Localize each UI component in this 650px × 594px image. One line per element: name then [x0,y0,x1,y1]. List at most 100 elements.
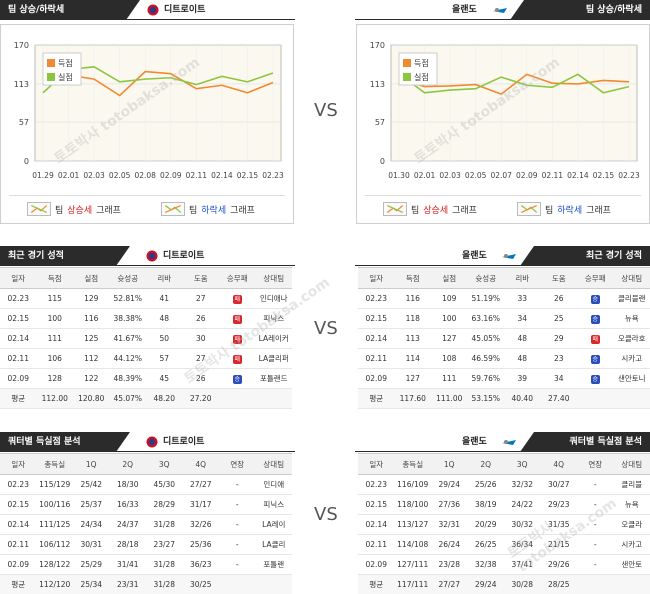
recent-title-left: 최근 경기 성적 [0,246,130,266]
orlando-logo-icon [502,440,516,445]
column-header: 일자 [358,453,395,475]
y-tick-label: 113 [370,80,385,89]
down-trend-legend[interactable]: 팀 하락세 그래프 [517,202,611,216]
table-row[interactable]: 02.14 111 125 41.67% 50 30 패 LA레이커 [0,328,292,349]
table-row[interactable]: 02.09 128 122 48.39% 45 26 승 포틀랜드 [0,368,292,389]
table-cell: 02.09 [0,554,37,575]
table-row[interactable]: 02.23 116/109 29/24 25/26 32/32 30/27- 클리블 [358,474,650,495]
down-legend-prefix: 팀 [189,205,198,216]
table-cell: 26 [182,308,219,329]
up-trend-legend[interactable]: 팀 상승세 그래프 [383,202,477,216]
table-row[interactable]: 02.15 100 116 38.38% 48 26 패 피닉스 [0,308,292,329]
table-cell: 02.15 [358,494,395,515]
average-cell: 평균 [358,574,395,594]
result-badge-cell: 패 [219,328,256,349]
table-cell: 113/127 [394,514,431,535]
table-cell: - [577,534,614,555]
table-row[interactable]: 02.14 113 127 45.05% 48 29 패 오클라호 [358,328,650,349]
table-cell: 02.11 [358,348,395,369]
table-cell: 02.15 [358,308,395,329]
down-trend-legend[interactable]: 팀 하락세 그래프 [161,202,255,216]
orlando-logo-icon [502,254,516,259]
table-cell: 127/111 [394,554,431,575]
table-cell: 106 [36,348,73,369]
table-row[interactable]: 02.11 106/112 30/31 28/18 23/27 25/36- LA클리 [0,534,292,555]
x-tick-label: 02.09 [516,171,538,180]
recent-header-left: 최근 경기 성적 디트로이트 [0,246,295,266]
table-row[interactable]: 02.11 106 112 44.12% 57 27 패 LA클리퍼 [0,348,292,369]
table-cell: 25/42 [73,474,110,495]
table-row[interactable]: 02.15 118/100 27/36 38/19 24/22 29/23- 뉴욕 [358,494,650,515]
table-row[interactable]: 02.15 100/116 25/37 16/33 28/29 31/17- 피닉스 [0,494,292,515]
x-tick-label: 02.01 [58,171,80,180]
average-cell [577,388,614,409]
table-row[interactable]: 02.14 111/125 24/34 24/37 31/28 32/26- LA레이 [0,514,292,535]
x-tick-label: 02.09 [160,171,182,180]
x-tick-label: 02.14 [211,171,233,180]
table-row[interactable]: 02.09 127/111 23/28 32/38 37/41 29/26- 샌안토 [358,554,650,575]
away-trend-chart: 170 113 57 0 01.30 02.01 02.03 02.05 02.07 02.09 0… [356,24,650,224]
table-cell: 44.12% [109,348,146,369]
win-icon: 승 [590,374,600,384]
column-header: 총득실 [394,453,431,475]
table-cell: 23 [540,348,577,369]
x-tick-label: 02.11 [186,171,208,180]
table-row[interactable]: 02.11 114/108 26/24 26/25 36/34 21/15- 시카고 [358,534,650,555]
y-tick-label: 57 [19,118,29,127]
column-header: 득점 [394,267,431,289]
table-cell: 인디애 [255,474,292,495]
average-cell [255,574,292,594]
table-row[interactable]: 02.15 118 100 63.16% 34 25 승 뉴욕 [358,308,650,329]
column-header: 상대팀 [613,453,650,475]
y-tick-label: 170 [14,41,29,50]
down-trend-icon [517,202,541,216]
column-header: 연장 [219,453,256,475]
table-cell: LA클리퍼 [255,348,292,369]
table-row[interactable]: 02.14 113/127 32/31 20/29 30/32 31/35- 오클라 [358,514,650,535]
x-tick-label: 02.03 [439,171,461,180]
table-cell: 128/122 [36,554,73,575]
y-tick-label: 113 [14,80,29,89]
table-cell: 31/28 [146,554,183,575]
table-cell: 29/24 [431,474,468,495]
home-trend-chart: 170 113 57 0 01.29 02.01 02.03 02.05 02.08 02.09 0… [0,24,294,224]
table-cell: 02.15 [0,494,37,515]
table-row[interactable]: 02.23 115/129 25/42 18/30 45/30 27/27- 인디애 [0,474,292,495]
series-line-allowed [398,73,630,94]
lose-icon: 패 [232,334,242,344]
table-cell: 02.14 [358,328,395,349]
table-cell: 피닉스 [255,494,292,515]
table-row[interactable]: 02.23 116 109 51.19% 33 26 승 클리블랜 [358,288,650,309]
table-cell: 45 [146,368,183,389]
legend-label: 득점 [414,58,429,68]
table-cell: 128 [36,368,73,389]
table-cell: 38.38% [109,308,146,329]
table-row[interactable]: 02.11 114 108 46.59% 48 23 승 시카고 [358,348,650,369]
divider [0,451,295,452]
win-icon: 승 [590,314,600,324]
table-row[interactable]: 02.09 128/122 25/29 31/41 31/28 36/23- 포틀랜 [0,554,292,575]
average-cell [255,388,292,409]
table-cell: 뉴욕 [613,308,650,329]
table-cell: 111/125 [36,514,73,535]
column-header: 일자 [0,453,37,475]
average-cell: 평균 [0,388,37,409]
table-row[interactable]: 02.09 127 111 59.76% 39 34 승 샌안토니 [358,368,650,389]
table-row[interactable]: 02.23 115 129 52.81% 41 27 패 인디애나 [0,288,292,309]
table-cell: 25/37 [73,494,110,515]
table-cell: 48 [504,348,541,369]
up-trend-legend[interactable]: 팀 상승세 그래프 [27,202,121,216]
average-cell: 28/25 [540,574,577,594]
x-tick-label: 02.15 [593,171,615,180]
table-cell: 25/36 [182,534,219,555]
win-icon: 승 [232,374,242,384]
table-cell: 클리블랜 [613,288,650,309]
table-cell: 26/25 [467,534,504,555]
table-cell: 02.09 [358,368,395,389]
table-cell: 34 [504,308,541,329]
table-cell: 31/41 [109,554,146,575]
down-legend-prefix: 팀 [545,205,554,216]
quarter-away-table: 일자 총득실 1Q 2Q 3Q 4Q 연장 상대팀 02.23 116/109 29/24 25/26… [358,453,650,594]
table-cell: 피닉스 [255,308,292,329]
